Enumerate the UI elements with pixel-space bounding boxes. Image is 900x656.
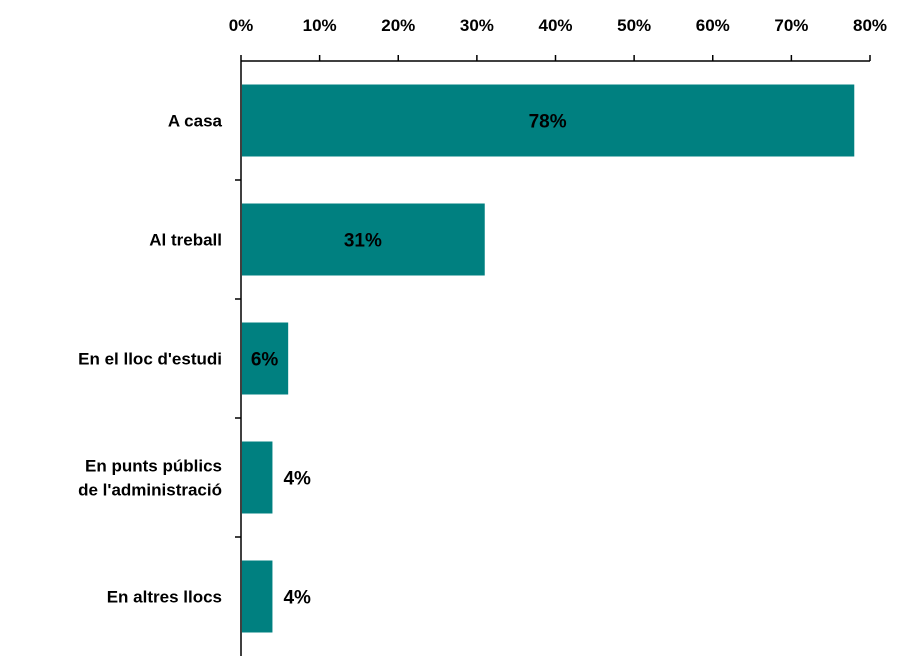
value-label: 78% xyxy=(529,112,567,133)
category-label: En punts públics de l'administració xyxy=(78,457,222,500)
bar xyxy=(242,560,273,633)
bar xyxy=(242,203,485,276)
value-labels: 78% 31% 6% 4% 4% xyxy=(251,112,567,609)
x-axis: 0% 10% 20% 30% 40% 50% 60% 70% 80% xyxy=(229,16,887,62)
category-label: En el lloc d'estudi xyxy=(78,350,222,369)
x-tick-label: 60% xyxy=(696,16,730,35)
value-label: 6% xyxy=(251,350,279,371)
value-label: 4% xyxy=(283,588,311,609)
value-label: 31% xyxy=(344,231,382,252)
x-tick-label: 0% xyxy=(229,16,254,35)
value-label: 4% xyxy=(283,469,311,490)
x-tick-label: 40% xyxy=(538,16,572,35)
category-label: Al treball xyxy=(149,231,222,250)
x-tick-label: 80% xyxy=(853,16,887,35)
category-labels: A casa Al treball En el lloc d'estudi En pu… xyxy=(78,112,222,607)
x-tick-label: 30% xyxy=(460,16,494,35)
bar xyxy=(242,322,289,395)
x-tick-label: 70% xyxy=(774,16,808,35)
bar xyxy=(242,84,855,157)
category-label: A casa xyxy=(168,112,223,131)
category-label: En altres llocs xyxy=(107,588,222,607)
bar xyxy=(242,441,273,514)
y-axis xyxy=(235,61,242,656)
x-tick-label: 20% xyxy=(381,16,415,35)
x-tick-label: 50% xyxy=(617,16,651,35)
x-tick-label: 10% xyxy=(303,16,337,35)
bars xyxy=(242,84,855,633)
